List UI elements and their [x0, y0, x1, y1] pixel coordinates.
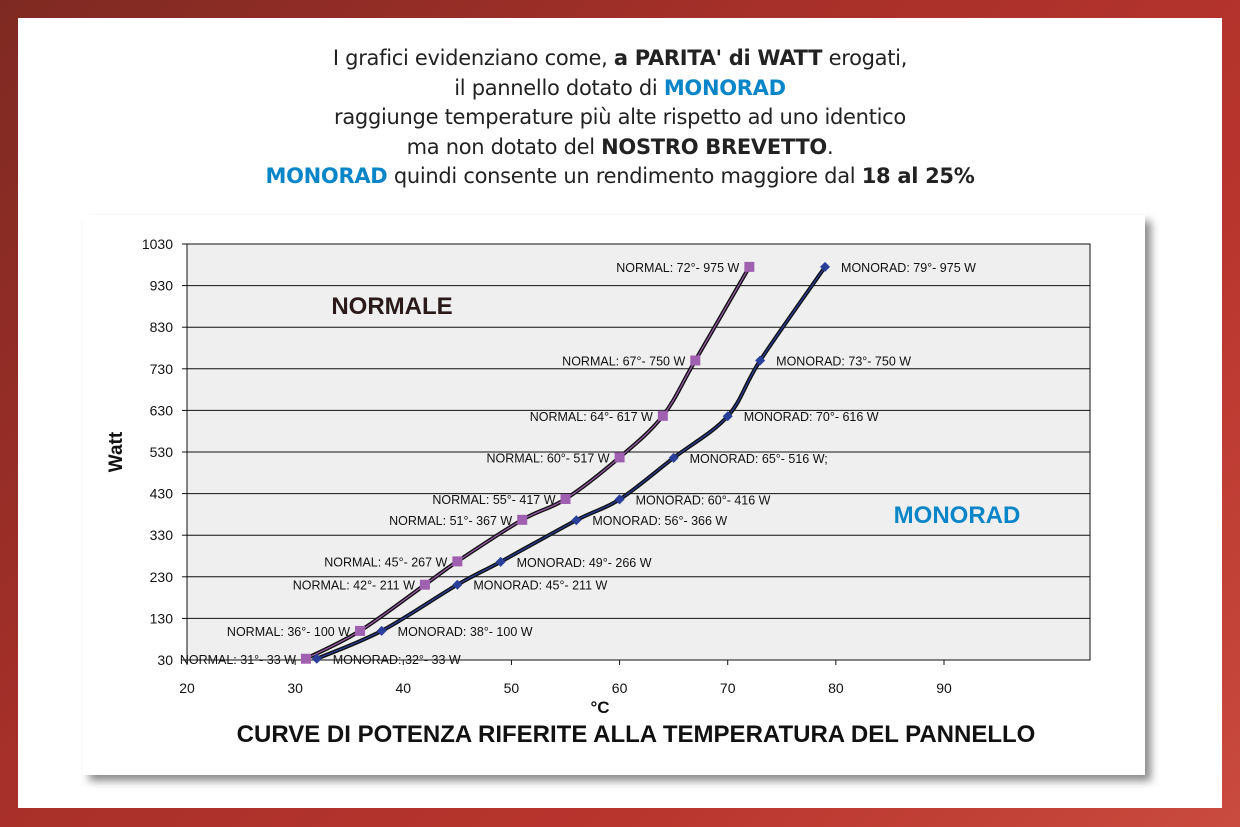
heading-text: I grafici evidenziano come, a PARITA' di… [0, 44, 1240, 192]
heading-line5: quindi consente un rendimento maggiore d… [387, 164, 862, 188]
heading-line4: ma non dotato del [406, 134, 602, 159]
normal-curve-highlight [305, 266, 750, 660]
normal-point-marker [657, 410, 668, 421]
monorad-data-label: MONORAD: 60°- 416 W [636, 493, 771, 507]
heading-emph: a PARITA' di WATT [613, 46, 823, 70]
normal-point-marker [560, 494, 571, 505]
normale-annotation: NORMALE [331, 293, 452, 320]
monorad-data-label: MONORAD: 65°- 516 W; [690, 452, 828, 466]
normal-point-marker [452, 556, 463, 567]
monorad-data-label: MONORAD: 56°- 366 W [592, 514, 727, 528]
monorad-point-marker [722, 411, 733, 422]
monorad-point-marker [452, 579, 463, 590]
normal-point-marker [517, 514, 528, 525]
x-tick-label: 20 [179, 680, 195, 696]
y-tick-label: 530 [150, 444, 174, 460]
normal-data-label: NORMAL: 72°- 975 W [616, 261, 739, 275]
chart-title: CURVE DI POTENZA RIFERITE ALLA TEMPERATU… [237, 721, 1036, 748]
heading-percent: 18 al 25% [861, 164, 975, 188]
monorad-data-label: MONORAD: 49°- 266 W [517, 556, 652, 570]
heading-patent: NOSTRO BREVETTO [601, 134, 827, 159]
monorad-point-marker [820, 261, 831, 272]
normal-data-label: NORMAL: 45°- 267 W [324, 555, 447, 569]
normal-data-label: NORMAL: 36°- 100 W [227, 625, 350, 639]
heading-line3: raggiunge temperature più alte rispetto … [334, 105, 906, 129]
monorad-point-marker [614, 494, 625, 505]
normal-data-label: NORMAL: 51°- 367 W [389, 514, 512, 528]
y-tick-label: 930 [150, 278, 174, 294]
normal-data-label: NORMAL: 55°- 417 W [432, 493, 555, 507]
x-tick-label: 50 [504, 680, 520, 696]
y-tick-label: 330 [150, 527, 174, 543]
y-tick-label: 430 [150, 486, 174, 502]
monorad-curve-highlight [316, 266, 826, 660]
x-tick-label: 60 [612, 680, 628, 696]
monorad-data-label: MONORAD: 70°- 616 W [744, 410, 879, 424]
y-tick-label: 730 [150, 361, 174, 377]
normal-data-label: NORMAL: 67°- 750 W [562, 354, 685, 368]
x-tick-label: 40 [395, 680, 411, 696]
monorad-point-marker [495, 556, 506, 567]
monorad-data-label: MONORAD: 73°- 750 W [776, 354, 911, 368]
heading-line4-end: . [826, 134, 834, 159]
heading-brand-2: MONORAD [265, 164, 388, 188]
y-tick-label: 1030 [142, 236, 173, 252]
y-tick-label: 30 [157, 652, 173, 668]
heading-line2: il pannello dotato di [454, 75, 664, 100]
normal-data-label: NORMAL: 64°- 617 W [530, 410, 653, 424]
y-tick-label: 230 [150, 569, 174, 585]
normal-data-label: NORMAL: 42°- 211 W [293, 579, 415, 593]
monorad-data-label: MONORAD: 38°- 100 W [398, 625, 533, 639]
y-tick-label: 130 [150, 610, 174, 626]
monorad-annotation: MONORAD [894, 502, 1021, 529]
normal-point-marker [614, 452, 625, 463]
normal-data-label: NORMAL: 60°- 517 W [486, 451, 609, 465]
monorad-point-marker [311, 653, 322, 664]
heading-line1: I grafici evidenziano come, [332, 46, 614, 70]
x-tick-label: 30 [287, 680, 303, 696]
y-axis-label: Watt [106, 431, 127, 472]
monorad-point-marker [376, 625, 387, 636]
monorad-data-label: MONORAD: 79°- 975 W [841, 261, 976, 275]
normal-point-marker [744, 261, 755, 272]
normal-point-marker [419, 579, 430, 590]
x-tick-label: 70 [720, 680, 736, 696]
monorad-data-label: MONORAD: 32°- 33 W [333, 653, 461, 667]
monorad-point-marker [755, 355, 766, 366]
normal-point-marker [355, 625, 366, 636]
y-tick-label: 830 [150, 319, 174, 335]
monorad-point-marker [571, 515, 582, 526]
monorad-point-marker [668, 452, 679, 463]
normal-point-marker [300, 653, 311, 664]
y-tick-label: 630 [150, 402, 174, 418]
x-tick-label: 80 [828, 680, 844, 696]
heading-brand: MONORAD [663, 75, 786, 100]
heading-line1-end: erogati, [822, 46, 908, 70]
monorad-data-label: MONORAD: 45°- 211 W [473, 579, 607, 593]
x-tick-label: 90 [936, 680, 952, 696]
normal-data-label: NORMAL: 31°- 33 W [180, 653, 296, 667]
x-axis-label: °C [590, 698, 609, 717]
normal-point-marker [690, 355, 701, 366]
